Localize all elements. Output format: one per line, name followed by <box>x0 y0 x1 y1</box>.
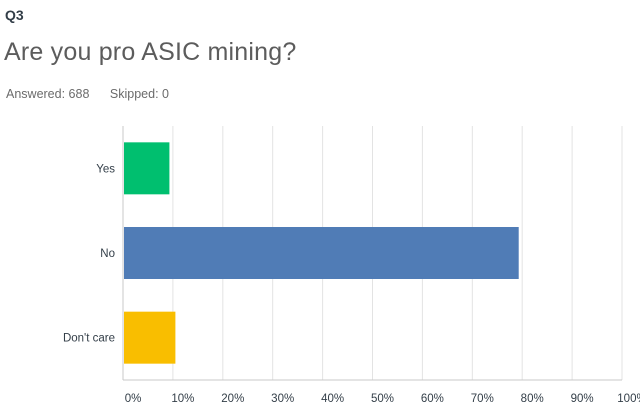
x-tick-label: 80% <box>521 393 544 405</box>
x-tick-label: 20% <box>221 393 244 405</box>
x-tick-label: 60% <box>421 393 444 405</box>
x-tick-label: 0% <box>125 393 142 405</box>
x-tick-label: 30% <box>271 393 294 405</box>
category-label: Yes <box>96 163 115 175</box>
bar <box>124 227 519 279</box>
x-tick-label: 50% <box>371 393 394 405</box>
question-title: Are you pro ASIC mining? <box>4 38 297 66</box>
x-tick-label: 70% <box>471 393 494 405</box>
response-stats: Answered: 688 Skipped: 0 <box>6 87 169 101</box>
skipped-count: 0 <box>162 87 169 101</box>
bar <box>124 142 170 195</box>
answered-label: Answered: <box>6 87 66 101</box>
bar <box>124 311 176 364</box>
x-tick-label: 100% <box>617 393 640 405</box>
x-tick-label: 10% <box>171 393 194 405</box>
category-label: No <box>100 248 115 260</box>
question-number: Q3 <box>5 7 24 23</box>
x-tick-label: 90% <box>571 393 594 405</box>
skipped-stat: Skipped: 0 <box>110 87 169 101</box>
answered-count: 688 <box>68 87 90 101</box>
answered-stat: Answered: 688 <box>6 87 89 101</box>
category-label: Don't care <box>63 333 115 345</box>
x-tick-label: 40% <box>321 393 344 405</box>
skipped-label: Skipped: <box>109 87 159 101</box>
